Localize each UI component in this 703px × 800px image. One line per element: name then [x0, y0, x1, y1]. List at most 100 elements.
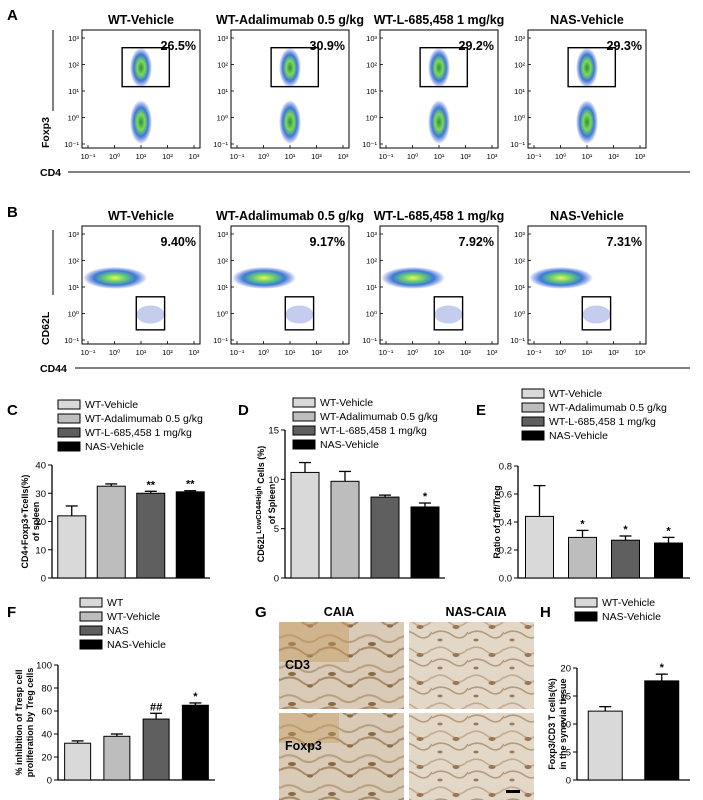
flow-plot-title: WT-Adalimumab 0.5 g/kg: [216, 13, 364, 27]
y-tick-label: 10⁻¹: [362, 140, 377, 149]
panel-c-bar-chart: 0 10 20 30 40 CD4+Foxp3+Tcells(%) of spleen ** *…: [20, 399, 210, 585]
y-tick-label: 10¹: [68, 87, 79, 96]
legend-label: NAS-Vehicle: [107, 639, 166, 651]
histology-caia-foxp3-image: [279, 713, 404, 800]
y-tick-label: 10⁰: [68, 310, 79, 319]
y-axis-label: CD62LLowCD44High Cells (%): [256, 446, 267, 563]
panel-a-y-axis-label: Foxp3: [40, 117, 52, 148]
flow-plot-title: WT-L-685,458 1 mg/kg: [374, 13, 505, 27]
flow-plot-title: NAS-Vehicle: [550, 13, 624, 27]
y-axis-label-part: Foxp3/CD3 T cells(%): [547, 678, 557, 770]
y-tick-label: 10: [35, 545, 46, 556]
x-tick-label: 10²: [311, 152, 322, 161]
x-tick-label: 10²: [311, 348, 322, 357]
x-tick-label: 10¹: [434, 152, 445, 161]
gate-box: [121, 47, 171, 88]
legend-swatch: [57, 399, 81, 410]
bar: [181, 704, 209, 781]
legend-swatch: [292, 397, 316, 408]
gate-box: [581, 296, 612, 331]
x-tick-label: 10⁰: [407, 348, 418, 357]
y-tick-label: 10⁻¹: [510, 336, 525, 345]
y-tick-label: 0.6: [499, 490, 512, 501]
flow-plot-title: WT-Vehicle: [108, 209, 174, 223]
bar: [644, 680, 680, 781]
y-tick-label: 10: [560, 720, 571, 731]
histology-stain-region: [279, 622, 349, 662]
y-tick-label: 10³: [217, 230, 228, 239]
legend-label: WT-Adalimumab 0.5 g/kg: [85, 413, 203, 425]
bar: [611, 539, 640, 579]
y-tick-label: 10¹: [217, 283, 228, 292]
cell-population-main: [381, 266, 446, 289]
flow-plot-title: WT-L-685,458 1 mg/kg: [374, 209, 505, 223]
bar: [103, 735, 131, 781]
x-tick-label: 10⁻¹: [81, 152, 96, 161]
x-tick-label: 10³: [635, 348, 646, 357]
legend-swatch: [521, 416, 545, 427]
y-tick-label: 10³: [514, 230, 525, 239]
panel-g-row1-label: CD3: [285, 658, 310, 672]
y-tick-label: 20: [41, 753, 52, 764]
panel-g-histology: CAIA NAS-CAIA CD3 Foxp3: [279, 605, 534, 800]
y-tick-label: 10¹: [68, 283, 79, 292]
cell-population-upper: [130, 47, 152, 88]
y-tick-label: 10⁰: [366, 310, 377, 319]
y-tick-label: 10⁻¹: [213, 336, 228, 345]
y-axis-label-line2: proliferation by Treg cells: [25, 668, 35, 778]
y-axis-label-part: CD4+Foxp3+Tcells(%): [20, 475, 30, 569]
legend-label: WT-Vehicle: [602, 597, 655, 609]
legend-swatch: [57, 441, 81, 452]
y-tick-label: 10⁻¹: [64, 140, 79, 149]
x-tick-label: 10³: [487, 348, 498, 357]
gate-box: [270, 47, 320, 88]
y-tick-label: 10³: [68, 34, 79, 43]
cell-population-effector: [136, 305, 165, 324]
histology-stain-region: [279, 713, 339, 743]
y-tick-label: 10⁻¹: [213, 140, 228, 149]
bar: [96, 485, 126, 579]
panel-letter-e: E: [476, 402, 486, 419]
y-tick-label: 0: [566, 776, 571, 787]
y-axis-label-line2: of Spleen: [267, 484, 277, 525]
legend-label: WT-L-685,458 1 mg/kg: [85, 427, 192, 439]
x-tick-label: 10²: [162, 152, 173, 161]
x-tick-label: 10⁻¹: [81, 348, 96, 357]
y-tick-label: 10⁰: [514, 310, 525, 319]
x-tick-label: 10⁰: [109, 348, 120, 357]
x-tick-label: 10⁰: [258, 152, 269, 161]
panel-a-x-axis-label: CD4: [40, 167, 61, 179]
y-tick-label: 0.0: [499, 574, 512, 585]
x-tick-label: 10⁰: [258, 348, 269, 357]
y-axis-label-part: Cells (%): [256, 446, 266, 487]
bar: [587, 710, 623, 781]
y-tick-label: 10³: [366, 34, 377, 43]
y-tick-label: 10: [268, 475, 279, 486]
panel-g-col2-label: NAS-CAIA: [445, 605, 506, 619]
legend-label: NAS-Vehicle: [602, 611, 661, 623]
gate-percentage: 29.3%: [607, 39, 642, 53]
y-tick-label: 0.8: [499, 462, 512, 473]
y-tick-label: 10³: [68, 230, 79, 239]
x-tick-label: 10¹: [434, 348, 445, 357]
flow-plot: WT-Vehicle 26.5% 10³ 10² 10¹ 10⁰ 10⁻¹10⁻¹ 10⁰ 10…: [64, 13, 201, 161]
y-tick-label: 10¹: [514, 87, 525, 96]
bar: [290, 471, 320, 579]
x-tick-label: 10⁻¹: [379, 152, 394, 161]
y-tick-label: 80: [41, 684, 52, 695]
y-tick-label: 10¹: [366, 283, 377, 292]
significance-marker: **: [186, 479, 195, 491]
legend-swatch: [79, 625, 103, 636]
cell-population-lower: [428, 100, 450, 145]
y-axis-label: Ratio of Teff/Treg: [492, 485, 502, 558]
y-tick-label: 10¹: [217, 87, 228, 96]
legend-swatch: [79, 639, 103, 650]
x-tick-label: 10³: [487, 152, 498, 161]
y-tick-label: 10⁻¹: [64, 336, 79, 345]
y-tick-label: 10²: [514, 61, 525, 70]
legend-label: WT: [107, 597, 124, 609]
legend-label: WT-Vehicle: [549, 388, 602, 400]
y-tick-label: 10⁻¹: [510, 140, 525, 149]
